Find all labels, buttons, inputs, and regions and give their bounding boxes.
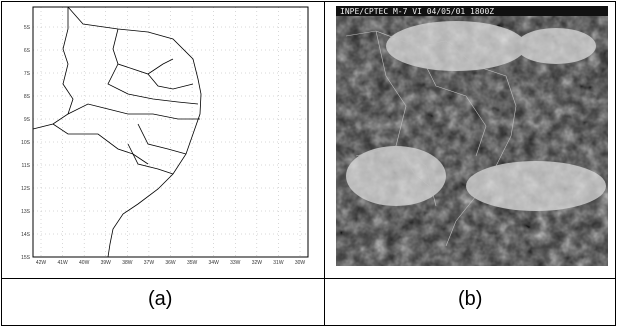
y-tick-label: 5S — [24, 25, 31, 31]
x-tick-label: 35W — [187, 260, 198, 266]
border-bahia-south — [52, 123, 149, 165]
border-paraiba — [107, 63, 199, 105]
y-tick-label: 14S — [21, 232, 31, 238]
x-tick-label: 39W — [101, 260, 112, 266]
panel-b-satellite: INPE/CPTEC M-7 VI 04/05/01 1800Z — [336, 6, 608, 266]
cloud-bands — [346, 21, 606, 211]
border-rn — [147, 73, 194, 90]
border-alagoas — [137, 123, 187, 155]
y-tick-label: 9S — [24, 117, 31, 123]
state-borders — [32, 6, 202, 258]
y-tick-labels: 5S 6S 7S 8S 9S 10S 11S 12S 13S 14S 15S — [21, 25, 31, 261]
x-tick-label: 38W — [122, 260, 133, 266]
border-ceara — [112, 28, 174, 75]
y-tick-label: 10S — [21, 140, 31, 146]
x-tick-label: 41W — [57, 260, 68, 266]
satellite-banner: INPE/CPTEC M-7 VI 04/05/01 1800Z — [340, 7, 494, 16]
x-tick-label: 30W — [295, 260, 306, 266]
y-tick-label: 11S — [21, 163, 30, 169]
y-tick-label: 12S — [21, 186, 31, 192]
coastline — [67, 6, 202, 258]
border-west — [32, 7, 74, 130]
x-tick-label: 36W — [165, 260, 176, 266]
x-tick-label: 42W — [36, 260, 47, 266]
map-grid — [33, 7, 308, 258]
x-tick-label: 33W — [230, 260, 241, 266]
x-tick-label: 37W — [144, 260, 155, 266]
panel-divider-vertical — [324, 2, 325, 325]
y-tick-label: 15S — [21, 255, 31, 261]
y-tick-label: 6S — [24, 48, 31, 54]
x-tick-labels: 42W 41W 40W 39W 38W 37W 36W 35W 34W 33W 32W 31W 30W — [36, 260, 306, 266]
caption-divider — [2, 278, 615, 279]
country-borders — [345, 30, 517, 247]
x-tick-label: 40W — [79, 260, 90, 266]
border-pernambuco — [67, 103, 200, 120]
panel-a-map: 5S 6S 7S 8S 9S 10S 11S 12S 13S 14S 15S 42W 41W 40W 39… — [21, 6, 309, 266]
x-tick-label: 34W — [209, 260, 220, 266]
caption-a: (a) — [148, 288, 173, 310]
map-frame — [32, 6, 309, 258]
y-tick-label: 7S — [24, 71, 31, 77]
banner-bar — [336, 6, 608, 16]
x-tick-label: 32W — [252, 260, 263, 266]
y-tick-label: 13S — [21, 209, 31, 215]
caption-b: (b) — [458, 288, 483, 310]
y-tick-label: 8S — [24, 94, 31, 100]
x-tick-label: 31W — [273, 260, 284, 266]
